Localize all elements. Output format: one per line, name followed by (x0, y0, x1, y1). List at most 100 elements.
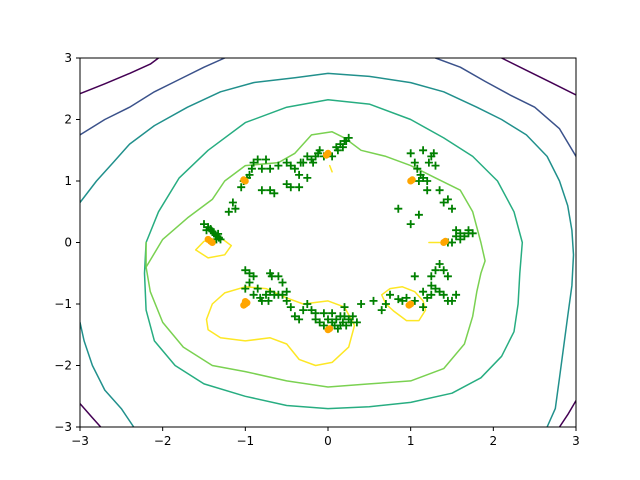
plus-marker-point (448, 204, 456, 213)
plus-marker-point (311, 309, 320, 318)
plus-marker-point (431, 266, 440, 275)
orange-dot-point (240, 176, 248, 184)
plus-marker-point (303, 152, 312, 161)
plus-marker-point (295, 315, 304, 324)
x-tick-label: −1 (236, 434, 254, 448)
plus-marker-point (423, 177, 432, 185)
contour-line-level-3 (80, 321, 135, 427)
y-tick-label: 0 (64, 236, 72, 250)
plus-marker-point (224, 207, 233, 216)
plus-marker-point (286, 183, 295, 192)
plus-marker-point (381, 300, 390, 308)
plus-marker-point (216, 235, 225, 244)
plus-marker-point (413, 164, 422, 173)
plus-marker-point (241, 266, 250, 275)
plus-marker-point (245, 278, 254, 287)
plus-marker-point (295, 170, 304, 179)
plus-marker-point (228, 198, 237, 207)
plus-marker-point (427, 281, 436, 290)
plus-marker-point (419, 303, 428, 312)
x-tick-label: 2 (490, 434, 498, 448)
plus-marker-point (332, 315, 341, 324)
y-tick-label: 1 (64, 174, 72, 188)
plus-marker-point (249, 158, 258, 167)
orange-dot-point (441, 237, 449, 245)
plus-marker-point (257, 164, 266, 173)
plus-marker-point (377, 306, 386, 315)
plus-marker-point (328, 309, 337, 318)
plus-marker-point (427, 290, 436, 299)
plus-marker-point (262, 290, 270, 299)
plus-marker-point (344, 133, 353, 142)
plus-marker-point (348, 312, 357, 321)
plus-marker-point (253, 155, 262, 164)
plot-area (80, 58, 576, 427)
contour-line-level-1 (558, 399, 576, 427)
contour-line-level-3 (80, 72, 575, 427)
plus-marker-point (266, 164, 275, 173)
plus-marker-point (290, 164, 299, 173)
plus-marker-point (427, 272, 436, 281)
scatter-points (200, 133, 477, 334)
plus-marker-point (419, 173, 428, 182)
plus-marker-point (202, 226, 211, 235)
x-tick-label: −3 (71, 434, 89, 448)
plus-marker-point (274, 290, 283, 299)
plus-marker-point (435, 287, 444, 296)
plus-marker-point (282, 287, 291, 296)
plus-marker-point (266, 287, 275, 296)
plus-marker-point (435, 260, 444, 268)
plus-marker-point (214, 229, 223, 238)
contour-line-level-6 (194, 236, 233, 259)
plus-marker-point (352, 318, 361, 327)
plus-marker-point (448, 296, 456, 305)
contour-line-level-4 (143, 99, 524, 410)
plus-marker-point (443, 195, 452, 204)
y-axis: −3 −2 −1 0 1 2 3 (54, 51, 80, 434)
plus-marker-point (439, 266, 448, 275)
plus-marker-point (286, 303, 295, 312)
x-tick-label: −2 (154, 434, 172, 448)
plus-marker-point (419, 287, 428, 296)
plus-marker-point (315, 146, 324, 155)
plus-marker-point (282, 180, 291, 189)
plus-marker-point (419, 146, 428, 155)
plus-marker-point (423, 293, 432, 302)
plus-marker-point (299, 158, 308, 167)
plus-marker-point (315, 318, 324, 327)
plus-marker-point (431, 284, 440, 293)
plus-marker-point (439, 198, 448, 207)
plus-marker-point (386, 290, 394, 299)
plus-marker-point (429, 149, 438, 158)
plus-marker-point (249, 272, 258, 281)
x-tick-label: 0 (324, 434, 332, 448)
plus-marker-point (460, 232, 469, 241)
contour-line-level-1 (80, 58, 160, 95)
plus-marker-point (357, 300, 366, 308)
plus-marker-point (282, 296, 291, 305)
plus-marker-point (319, 321, 328, 330)
plus-marker-point (282, 158, 291, 167)
plus-marker-point (303, 300, 312, 308)
contour-line-level-6 (380, 286, 427, 322)
plus-marker-point (299, 306, 308, 315)
contour-line-level-1 (80, 402, 102, 427)
y-tick-label: 2 (64, 113, 72, 127)
plus-marker-point (200, 220, 208, 229)
plus-marker-point (423, 186, 432, 195)
y-tick-label: −3 (54, 420, 72, 434)
plus-marker-point (439, 290, 448, 299)
plus-marker-point (342, 321, 351, 330)
plus-marker-point (245, 170, 254, 179)
plus-marker-point (431, 161, 440, 170)
plus-marker-point (245, 269, 254, 278)
plus-marker-point (452, 232, 461, 241)
plus-marker-point (410, 272, 419, 281)
contour-line-level-1 (500, 58, 576, 96)
plus-marker-point (249, 290, 258, 299)
contour-line-level-6 (205, 286, 356, 367)
plus-marker-point (264, 296, 273, 305)
plus-marker-point (290, 312, 299, 321)
plus-marker-point (452, 290, 461, 299)
